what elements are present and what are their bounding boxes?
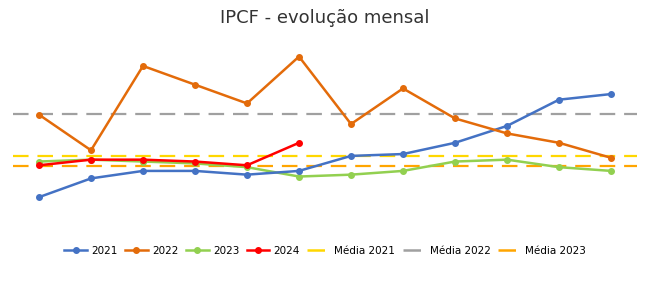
Legend: 2021, 2022, 2023, 2024, Média 2021, Média 2022, Média 2023: 2021, 2022, 2023, 2024, Média 2021, Médi… [60,242,590,260]
Title: IPCF - evolução mensal: IPCF - evolução mensal [220,9,430,27]
